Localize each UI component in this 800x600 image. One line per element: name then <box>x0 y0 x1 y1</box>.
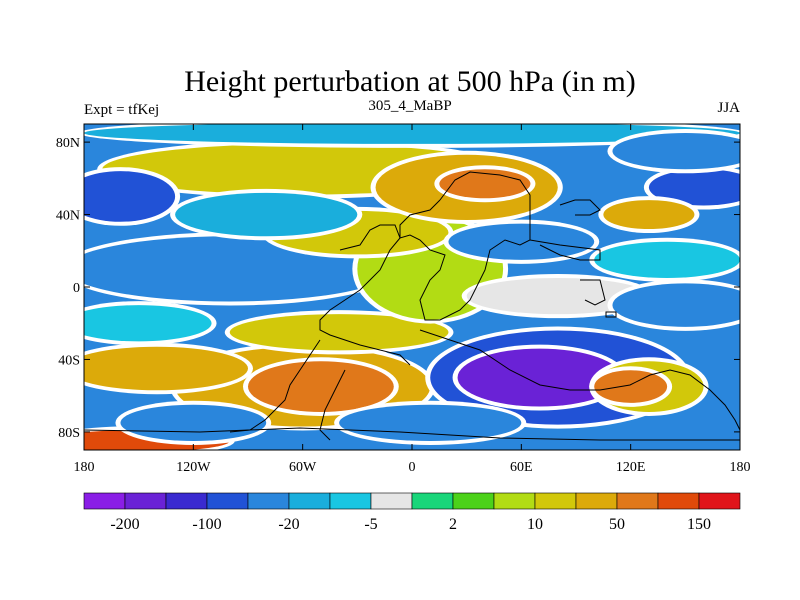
coastlines <box>84 171 740 441</box>
x-axis-ticks: 180 120W 60W 0 60E 120E 180 <box>74 124 751 475</box>
colorbar-label: 50 <box>609 516 625 533</box>
colorbar-label: -100 <box>192 516 221 533</box>
y-tick-label: 80S <box>58 426 80 441</box>
colorbar-label: 10 <box>527 516 543 533</box>
y-tick-label: 0 <box>73 281 80 296</box>
x-tick-label: 120W <box>176 460 211 475</box>
colorbar-swatch <box>534 492 577 510</box>
colorbar-swatch <box>452 492 495 510</box>
colorbar-swatch <box>493 492 536 510</box>
x-tick-label: 180 <box>74 460 95 475</box>
colorbar-label: 150 <box>687 516 711 533</box>
value-region <box>466 277 649 315</box>
colorbar-swatch <box>165 492 208 510</box>
x-tick-label: 120E <box>616 460 646 475</box>
colorbar-swatch <box>329 492 372 510</box>
colorbar-swatch <box>124 492 167 510</box>
x-tick-label: 180 <box>730 460 751 475</box>
value-region <box>457 348 622 407</box>
value-region <box>84 346 248 391</box>
value-region <box>175 192 358 237</box>
colorbar-swatch <box>616 492 659 510</box>
colorbar-swatch <box>657 492 700 510</box>
value-region <box>248 361 394 412</box>
colorbar-swatch <box>370 492 413 510</box>
colorbar-label: 2 <box>449 516 457 533</box>
run-label: 305_4_MaBP <box>368 98 451 114</box>
colorbar-swatch <box>411 492 454 510</box>
value-region <box>648 169 740 206</box>
value-region <box>84 305 212 342</box>
value-region <box>603 200 695 230</box>
value-region <box>339 404 522 441</box>
x-tick-label: 60W <box>289 460 317 475</box>
value-region <box>594 370 668 403</box>
value-region <box>84 171 176 222</box>
colorbar-swatch <box>83 492 126 510</box>
value-region <box>120 404 267 441</box>
y-axis-ticks: 80N 40N 0 40S 80S <box>56 136 740 441</box>
colorbar-swatch <box>575 492 618 510</box>
x-tick-label: 60E <box>510 460 533 475</box>
experiment-label: Expt = tfKej <box>84 102 159 118</box>
colorbar-swatch <box>247 492 290 510</box>
season-label: JJA <box>717 100 740 116</box>
colorbar-swatch <box>698 492 741 510</box>
colorbar-swatch <box>288 492 331 510</box>
heatmap-field <box>84 124 740 450</box>
value-region <box>448 223 595 260</box>
value-region <box>612 133 740 170</box>
colorbar-label: -20 <box>278 516 299 533</box>
colorbar-label: -5 <box>364 516 377 533</box>
value-region <box>594 241 740 278</box>
value-region <box>84 124 740 144</box>
y-tick-label: 40S <box>58 353 80 368</box>
x-tick-label: 0 <box>409 460 416 475</box>
value-region <box>612 283 740 327</box>
chart-title: Height perturbation at 500 hPa (in m) <box>184 65 636 98</box>
y-tick-label: 40N <box>56 209 80 224</box>
y-tick-label: 80N <box>56 136 80 151</box>
colorbar-swatch <box>206 492 249 510</box>
colorbar: -200 -100 -20 -5 2 10 50 150 <box>83 492 741 533</box>
value-region <box>229 314 449 351</box>
colorbar-label: -200 <box>110 516 139 533</box>
